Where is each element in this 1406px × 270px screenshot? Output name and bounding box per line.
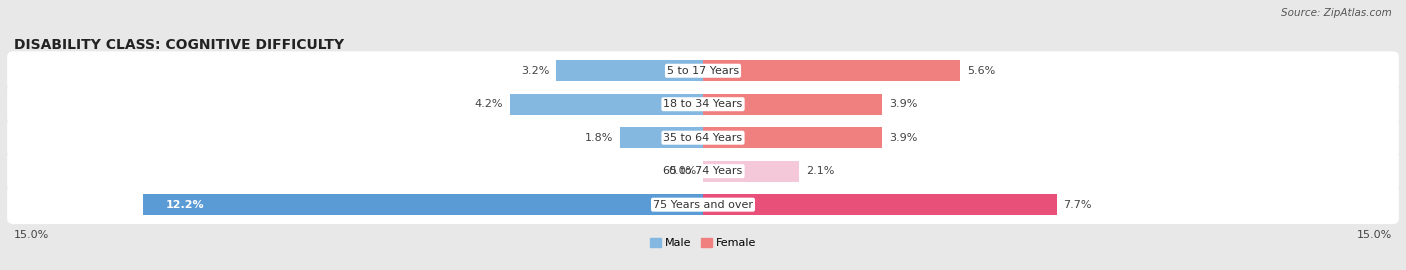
Text: 7.7%: 7.7% [1063,200,1092,210]
Bar [703,194,1057,215]
Text: 0.0%: 0.0% [668,166,696,176]
Text: 15.0%: 15.0% [14,230,49,240]
Bar [142,194,703,215]
Bar [620,127,703,148]
Bar [510,94,703,114]
Bar [555,60,703,81]
Text: 75 Years and over: 75 Years and over [652,200,754,210]
Bar [703,94,882,114]
FancyBboxPatch shape [7,85,1399,124]
Text: 1.8%: 1.8% [585,133,613,143]
Bar [703,60,960,81]
Text: 18 to 34 Years: 18 to 34 Years [664,99,742,109]
Bar [703,127,882,148]
Text: DISABILITY CLASS: COGNITIVE DIFFICULTY: DISABILITY CLASS: COGNITIVE DIFFICULTY [14,38,344,52]
Text: 4.2%: 4.2% [475,99,503,109]
FancyBboxPatch shape [7,51,1399,90]
Text: 5.6%: 5.6% [967,66,995,76]
Text: 3.9%: 3.9% [889,99,917,109]
FancyBboxPatch shape [7,152,1399,191]
Text: Source: ZipAtlas.com: Source: ZipAtlas.com [1281,8,1392,18]
Text: 3.2%: 3.2% [520,66,550,76]
FancyBboxPatch shape [7,118,1399,157]
Legend: Male, Female: Male, Female [645,233,761,253]
Text: 65 to 74 Years: 65 to 74 Years [664,166,742,176]
Text: 2.1%: 2.1% [807,166,835,176]
FancyBboxPatch shape [7,185,1399,224]
Text: 3.9%: 3.9% [889,133,917,143]
Text: 35 to 64 Years: 35 to 64 Years [664,133,742,143]
Text: 5 to 17 Years: 5 to 17 Years [666,66,740,76]
Text: 12.2%: 12.2% [166,200,204,210]
Bar [703,161,800,181]
Text: 15.0%: 15.0% [1357,230,1392,240]
